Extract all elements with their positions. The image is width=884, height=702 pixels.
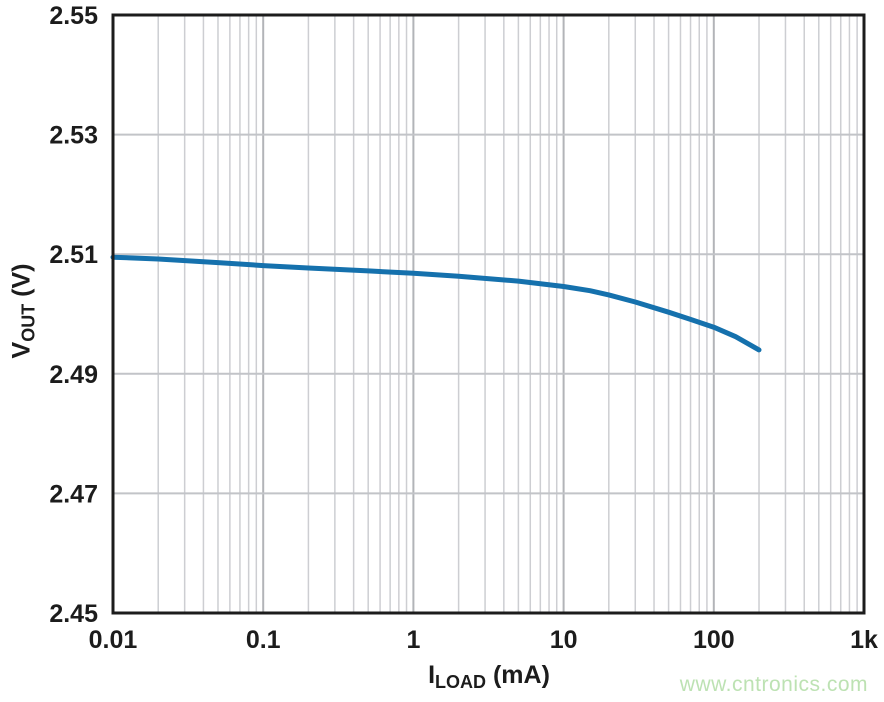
x-axis-title-units: (mA) <box>486 661 550 689</box>
x-tick-label: 100 <box>693 626 735 654</box>
axis-frame <box>111 13 866 615</box>
series-curve-0 <box>110 254 762 353</box>
y-tick-label: 2.55 <box>49 2 98 30</box>
y-axis-title-sub: OUT <box>18 303 39 342</box>
x-axis-title-sub: LOAD <box>435 672 487 692</box>
y-axis-title: VOUT (V) <box>7 263 39 359</box>
x-axis-title-main: I <box>428 661 436 689</box>
y-axis-title-main: V <box>7 341 36 359</box>
y-tick-label: 2.49 <box>49 361 98 389</box>
y-tick-label: 2.47 <box>49 480 98 508</box>
y-axis-title-units: (V) <box>7 263 36 304</box>
x-axis-title: ILOAD (mA) <box>428 661 550 692</box>
x-tick-label: 0.01 <box>89 626 138 654</box>
y-tick-label: 2.45 <box>49 600 98 628</box>
x-tick-label: 0.1 <box>246 626 281 654</box>
y-tick-label: 2.51 <box>49 241 98 269</box>
y-tick-label: 2.53 <box>49 122 98 150</box>
x-tick-label: 1k <box>850 626 878 654</box>
x-tick-label: 10 <box>550 626 578 654</box>
watermark: www.cntronics.com <box>679 673 868 696</box>
x-tick-label: 1 <box>406 626 420 654</box>
